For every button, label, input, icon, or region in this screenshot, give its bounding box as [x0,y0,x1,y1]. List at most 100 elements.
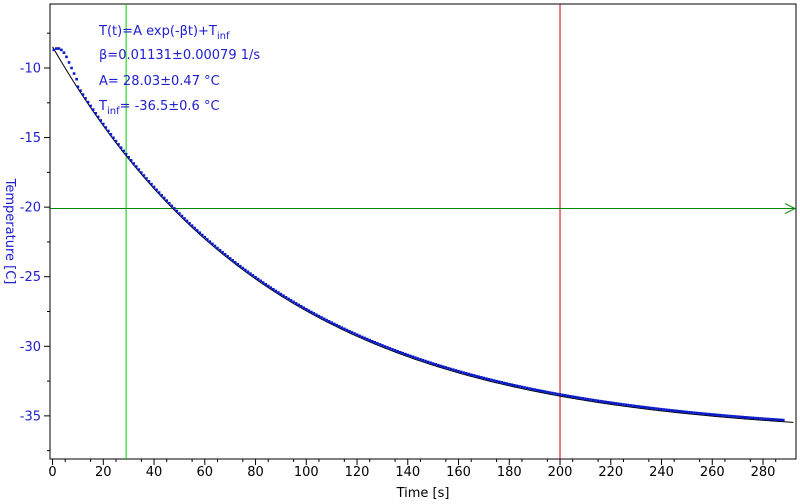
data-point [365,337,369,341]
data-point [723,414,727,417]
data-point [576,396,580,399]
data-point [322,317,326,321]
data-point [447,366,450,370]
data-point [406,353,410,357]
data-point [228,257,232,260]
data-point [525,386,529,390]
data-point [269,286,273,289]
data-point [302,306,306,310]
data-point [221,250,224,254]
data-point [414,356,417,359]
data-point [57,47,61,50]
data-layer [52,47,785,422]
data-point [294,302,298,305]
data-point [599,399,602,403]
data-point [55,47,58,50]
data-point [634,404,638,408]
data-point [332,322,336,326]
data-point [766,417,770,421]
data-point [637,405,640,408]
data-point [535,388,539,392]
data-point [716,413,719,417]
data-point [325,318,328,322]
data-point [695,411,699,415]
data-point [299,305,303,308]
data-point [464,372,468,375]
data-point [530,387,534,391]
data-point [728,414,732,418]
data-point [690,411,694,414]
data-point [185,219,189,223]
data-point [277,291,280,294]
data-point [589,398,592,401]
data-point [632,404,635,408]
data-point [713,413,717,416]
data-point [279,292,283,296]
data-point [134,165,138,168]
data-point [624,403,628,407]
data-point [502,381,506,385]
data-point [558,393,562,396]
data-point [183,217,186,220]
data-point [639,405,643,409]
data-point [155,188,158,192]
data-point [480,376,483,379]
data-point [145,177,148,180]
data-point [533,388,536,391]
data-point [363,336,366,340]
data-point [490,378,493,382]
data-point [520,385,524,389]
data-point [518,385,521,388]
data-point [510,383,514,387]
data-point [170,204,174,208]
data-point [474,374,478,378]
data-point [396,350,399,353]
data-point [540,389,544,393]
data-point [561,393,564,397]
data-point [751,416,755,420]
x-tick-label: 120 [345,465,370,480]
data-point [731,414,734,418]
data-point [150,182,153,186]
data-point [297,303,300,307]
data-point [178,212,181,215]
data-point [256,277,260,281]
data-point [195,229,199,232]
data-point [647,406,651,410]
data-point [340,326,344,329]
data-point [188,222,191,225]
data-point [543,390,547,393]
data-point [609,401,613,404]
data-point [383,345,387,348]
data-point [173,207,176,210]
data-point [733,415,737,418]
data-point [594,399,597,402]
y-tick-label: -10 [20,62,41,77]
data-point [700,412,704,415]
annotation-layer: T(t)=A exp(-βt)+Tinf β=0.01131±0.00079 1/… [98,24,260,117]
data-point [317,314,321,318]
data-point [657,407,661,411]
data-point [749,416,752,419]
data-point [579,396,582,400]
y-tick-label: -15 [20,131,41,146]
data-point [112,136,115,140]
x-tick-label: 240 [649,465,674,480]
data-point [206,238,209,241]
data-point [581,397,585,400]
data-point [101,122,105,126]
data-point [119,146,123,149]
data-point [160,193,163,197]
data-point [746,416,750,419]
data-point [388,347,392,350]
data-point [200,233,204,237]
x-tick-label: 180 [497,465,522,480]
data-point [556,392,559,396]
data-point [782,418,785,422]
data-point [672,409,676,412]
data-point [140,171,143,174]
data-point [386,346,389,349]
data-point [211,242,214,246]
data-point [358,334,361,338]
data-point [67,61,71,64]
